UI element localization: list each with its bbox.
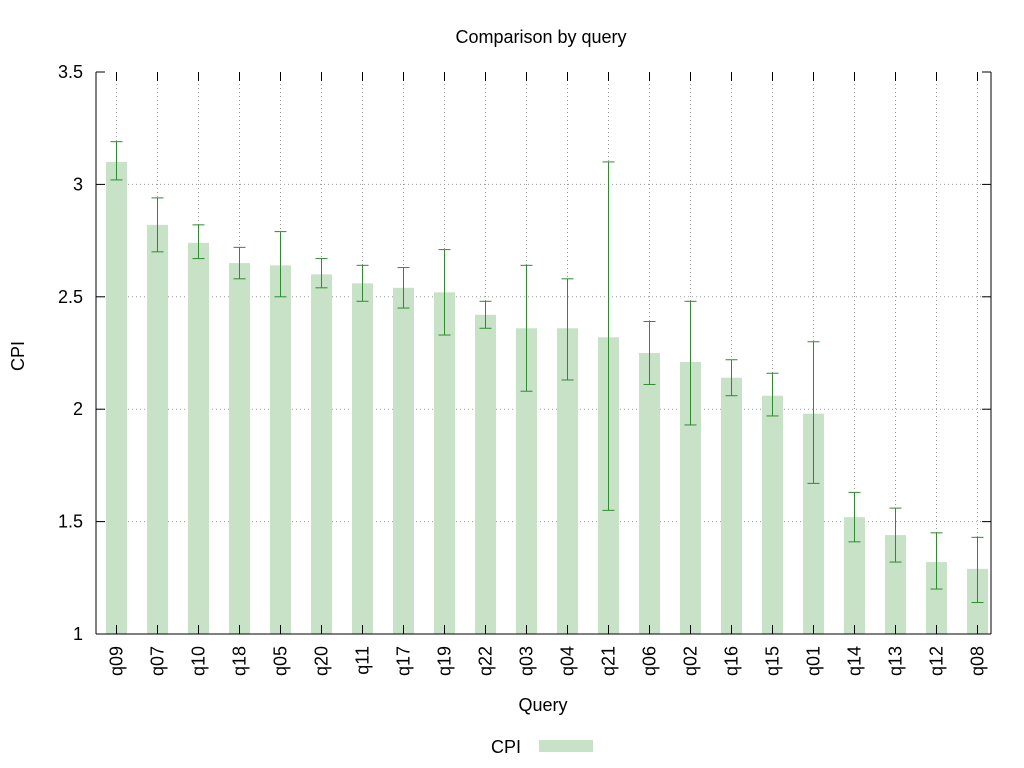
error-bar-q15: [766, 372, 779, 417]
legend: CPI: [491, 737, 593, 757]
x-tick-label: q22: [476, 646, 496, 676]
x-tick-label: q15: [763, 646, 783, 676]
error-bar-q02: [684, 300, 697, 426]
error-bar-q13: [889, 507, 902, 563]
y-tick-label: 1: [73, 624, 83, 644]
bar-q02: [680, 361, 701, 634]
x-tick-label: q19: [435, 646, 455, 676]
x-tick-label: q04: [558, 646, 578, 676]
bar-q05: [270, 265, 291, 634]
bar-q12: [926, 562, 947, 634]
x-tick-label: q06: [640, 646, 660, 676]
x-tick-label: q02: [681, 646, 701, 676]
x-tick-label: q09: [107, 646, 127, 676]
bar-q03: [516, 328, 537, 634]
chart-title: Comparison by query: [455, 27, 626, 47]
x-tick-label: q03: [517, 646, 537, 676]
x-axis-ticks: q09 q07 q10 q18 q05 q20 q11 q17 q19 q22 q03 q04 q21 q…: [107, 72, 988, 676]
plot-axes: [95, 72, 992, 635]
bar-q22: [475, 314, 496, 634]
bar-q14: [844, 517, 865, 634]
x-tick-label: q12: [927, 646, 947, 676]
x-tick-label: q07: [148, 646, 168, 676]
bar-q10: [188, 242, 209, 634]
bar-q15: [762, 395, 783, 634]
bar-q17: [393, 287, 414, 634]
y-tick-label: 3.5: [58, 62, 83, 82]
y-axis-ticks: 1 1.5 2 2.5 3 3.5: [58, 62, 991, 644]
bar-q01: [803, 413, 824, 634]
error-bar-q08: [971, 536, 984, 604]
x-tick-label: q14: [845, 646, 865, 676]
error-bar-q03: [520, 264, 533, 392]
x-tick-label: q13: [886, 646, 906, 676]
error-bar-q10: [192, 224, 205, 260]
x-tick-label: q17: [394, 646, 414, 676]
y-tick-label: 2: [73, 399, 83, 419]
y-tick-label: 1.5: [58, 512, 83, 532]
error-bar-q20: [315, 258, 328, 289]
error-bar-q14: [848, 491, 861, 543]
y-tick-label: 2.5: [58, 287, 83, 307]
bar-q11: [352, 283, 373, 634]
legend-swatch: [539, 740, 593, 752]
bar-q13: [885, 535, 906, 634]
bar-q18: [229, 263, 250, 634]
bar-q19: [434, 292, 455, 634]
x-tick-label: q10: [189, 646, 209, 676]
bar-q09: [106, 161, 127, 635]
error-bar-q18: [233, 246, 246, 280]
error-bar-q11: [356, 264, 369, 302]
error-bar-q05: [274, 231, 287, 298]
x-tick-label: q11: [353, 646, 373, 675]
x-tick-label: q21: [599, 646, 619, 676]
error-bar-q17: [397, 267, 410, 309]
error-bar-q01: [807, 341, 820, 484]
x-tick-label: q01: [804, 646, 824, 676]
x-tick-label: q05: [271, 646, 291, 676]
error-bar-q06: [643, 321, 656, 385]
error-bar-q07: [151, 197, 164, 253]
bar-q20: [311, 274, 332, 634]
bars: [106, 161, 988, 635]
x-tick-label: q16: [722, 646, 742, 676]
error-bar-q22: [479, 300, 492, 329]
legend-label: CPI: [491, 737, 521, 757]
y-axis-label: CPI: [8, 341, 28, 371]
x-tick-label: q20: [312, 646, 332, 676]
x-tick-label: q08: [968, 646, 988, 676]
bar-q06: [639, 353, 660, 634]
error-bar-q04: [561, 278, 574, 381]
y-tick-label: 3: [73, 174, 83, 194]
bar-q16: [721, 377, 742, 634]
bar-q04: [557, 328, 578, 634]
error-bar-q16: [725, 359, 738, 397]
x-tick-label: q18: [230, 646, 250, 676]
error-bar-q19: [438, 249, 451, 336]
error-bar-q21: [602, 161, 615, 511]
x-axis-label: Query: [518, 695, 567, 715]
error-bars: [110, 141, 984, 604]
error-bar-q09: [110, 141, 123, 181]
error-bar-q12: [930, 532, 943, 590]
bar-q07: [147, 224, 168, 634]
